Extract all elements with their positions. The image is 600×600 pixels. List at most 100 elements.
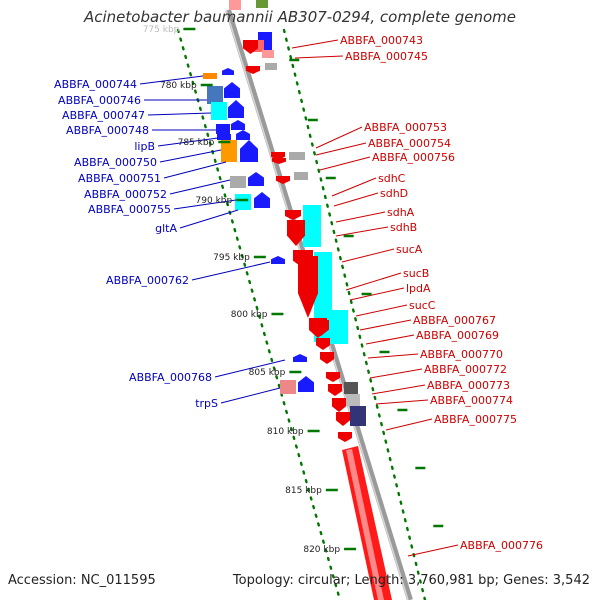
kbp-tick-label: 800 kbp	[231, 310, 268, 320]
right-label-leader	[315, 142, 367, 156]
kbp-tick-label: 820 kbp	[303, 545, 340, 555]
left-gene-label: ABBFA_000750	[74, 156, 157, 169]
right-label-leader	[371, 384, 426, 395]
left-gene-label: ABBFA_000746	[58, 94, 141, 107]
gene-feature	[332, 398, 346, 412]
gene-feature	[231, 120, 245, 130]
gene-feature	[350, 406, 366, 426]
kbp-tick-label: 805 kbp	[249, 368, 286, 378]
gene-feature	[254, 192, 270, 208]
gene-feature	[216, 124, 230, 134]
right-gene-label: ABBFA_000770	[420, 348, 503, 361]
left-label-leader	[220, 387, 281, 404]
right-label-leader	[345, 272, 402, 291]
gene-feature	[203, 73, 217, 79]
right-label-leader	[369, 368, 423, 379]
gene-feature	[298, 376, 314, 392]
gene-feature	[243, 40, 258, 54]
left-label-leader	[214, 359, 286, 378]
gene-feature	[272, 158, 286, 164]
gene-feature	[280, 380, 296, 394]
right-label-leader	[385, 418, 433, 431]
right-gene-label: ABBFA_000775	[434, 413, 517, 426]
gene-feature	[211, 102, 227, 120]
ring-line-0	[176, 28, 342, 600]
gene-feature	[230, 176, 246, 188]
gene-feature	[298, 256, 318, 318]
right-label-leader	[291, 39, 339, 49]
right-label-leader	[375, 399, 429, 405]
left-label-leader	[169, 179, 231, 195]
right-gene-label: ABBFA_000743	[340, 34, 423, 47]
kbp-tick-label: 795 kbp	[213, 253, 250, 263]
gene-feature	[276, 176, 290, 184]
gene-feature	[344, 382, 358, 394]
gene-feature	[346, 394, 360, 406]
left-gene-labels: ABBFA_000744 ABBFA_000746 ABBFA_000747 ABBF…	[54, 78, 218, 410]
gene-feature	[265, 63, 277, 70]
kbp-ticks: 775 kbp 780 kbp 785 kbp 790 kbp 795 kbp 800 k…	[143, 25, 444, 555]
gene-feature	[221, 140, 237, 162]
left-gene-label: ABBFA_000751	[78, 172, 161, 185]
left-label-leader	[139, 75, 204, 85]
right-gene-label: sdhC	[378, 172, 406, 185]
right-label-leader	[331, 177, 377, 197]
gene-feature	[207, 86, 223, 104]
gene-feature	[289, 152, 305, 160]
right-gene-label: sucB	[403, 267, 429, 280]
left-gene-label: gltA	[155, 222, 177, 235]
left-gene-label: ABBFA_000748	[66, 124, 149, 137]
gene-feature	[271, 256, 285, 264]
right-gene-label: ABBFA_000756	[372, 151, 455, 164]
kbp-tick-label: 780 kbp	[160, 81, 197, 91]
left-label-leader	[157, 137, 219, 147]
right-label-leader	[335, 211, 386, 223]
gene-feature	[240, 140, 258, 162]
genome-title: Acinetobacter baumannii AB307-0294, comp…	[83, 8, 517, 26]
left-gene-label: ABBFA_000747	[62, 109, 145, 122]
left-gene-label: ABBFA_000768	[129, 371, 212, 384]
gene-feature	[328, 384, 342, 396]
right-gene-label: ABBFA_000767	[413, 314, 496, 327]
gene-feature	[262, 50, 274, 58]
gene-feature	[248, 172, 264, 186]
right-gene-label: sucA	[396, 243, 423, 256]
right-gene-label: sucC	[409, 299, 436, 312]
gene-feature	[222, 68, 234, 75]
right-label-leader	[365, 334, 415, 345]
left-gene-label: ABBFA_000755	[88, 203, 171, 216]
right-gene-label: lpdA	[406, 282, 431, 295]
right-label-leader	[341, 248, 395, 263]
right-label-leader	[335, 226, 389, 237]
right-label-leader	[367, 353, 419, 359]
left-gene-label: ABBFA_000752	[84, 188, 167, 201]
gene-feature	[235, 194, 251, 210]
right-label-leader	[349, 287, 405, 301]
right-gene-label: ABBFA_000773	[427, 379, 510, 392]
left-label-leader	[173, 199, 237, 210]
gene-feature	[236, 130, 250, 140]
gene-feature	[217, 134, 231, 140]
right-label-leader	[407, 544, 459, 557]
left-gene-label: ABBFA_000744	[54, 78, 137, 91]
left-label-leader	[191, 261, 271, 281]
right-gene-label: ABBFA_000772	[424, 363, 507, 376]
right-gene-label: ABBFA_000774	[430, 394, 513, 407]
label-leader-lines	[139, 39, 459, 557]
gene-feature	[246, 66, 260, 74]
gene-feature	[346, 449, 384, 600]
gene-feature	[224, 82, 240, 98]
right-gene-labels: ABBFA_000743 ABBFA_000745 ABBFA_000753 ABBF…	[340, 34, 543, 552]
ring-line-1	[282, 28, 427, 600]
right-gene-label: ABBFA_000754	[368, 137, 451, 150]
accession-text: Accession: NC_011595	[8, 573, 156, 588]
left-gene-label: trpS	[195, 397, 218, 410]
gene-feature	[256, 0, 268, 8]
gene-feature	[285, 210, 301, 220]
right-gene-label: ABBFA_000776	[460, 539, 543, 552]
right-gene-label: ABBFA_000745	[345, 50, 428, 63]
kbp-tick-label: 815 kbp	[285, 486, 322, 496]
left-gene-label: lipB	[134, 140, 155, 153]
kbp-tick-label: 790 kbp	[196, 196, 233, 206]
